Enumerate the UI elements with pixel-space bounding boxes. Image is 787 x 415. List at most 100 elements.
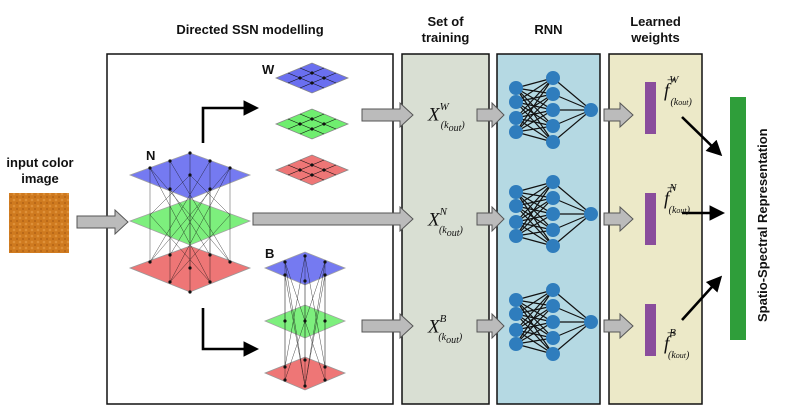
rnn-edge [552, 181, 592, 215]
rnn-edge [515, 289, 554, 315]
f-subsub: out [678, 98, 689, 108]
rnn-edge [515, 289, 554, 345]
f-base: f [664, 333, 670, 355]
rnn-node [546, 315, 560, 329]
f-subsub: out [676, 206, 687, 216]
x-base: X [428, 104, 440, 126]
rnn-node [584, 315, 598, 329]
f-subsub: out [675, 351, 687, 361]
rnn-edge [515, 299, 554, 323]
rnn-node [509, 81, 523, 95]
x-subsub: out [446, 335, 459, 347]
input-image [9, 193, 69, 253]
f-sup: N [669, 182, 677, 194]
rnn-edge [515, 93, 554, 133]
rnn-edge [552, 109, 592, 143]
graph-w [274, 62, 350, 186]
rnn-node [509, 199, 523, 213]
f-sup: B [669, 327, 677, 339]
rnn-edge [515, 191, 554, 247]
rnn-edge [515, 87, 554, 111]
x-close: ) [458, 332, 463, 344]
training-x-w: XW (kout) [428, 100, 473, 135]
rnn-node [509, 95, 523, 109]
rnn-node [509, 125, 523, 139]
f-sub-wrap: (kout) [669, 205, 690, 216]
f-close: ) [686, 350, 690, 362]
f-base: f [664, 188, 670, 210]
x-subsub: out [448, 123, 462, 135]
rnn-node [546, 207, 560, 221]
training-x-b: XB (kout) [428, 312, 470, 347]
header-weights-text: Learned weights [630, 14, 681, 45]
rnn-edge [515, 213, 554, 237]
weight-bar-w [645, 82, 656, 134]
rnn-edge [515, 87, 554, 143]
graph-label-b: B [265, 246, 275, 261]
header-modelling: Directed SSN modelling [176, 22, 324, 37]
rnn-node [509, 185, 523, 199]
rnn-node [546, 223, 560, 237]
x-sup: N [439, 206, 447, 218]
rnn-edge [515, 77, 554, 103]
rnn-node [584, 207, 598, 221]
input-label-line2: image [21, 171, 59, 186]
x-base: X [428, 316, 440, 338]
header-training-text: Set of training [421, 14, 470, 45]
rnn-node [546, 103, 560, 117]
rnn-node [509, 293, 523, 307]
rnn-node [546, 87, 560, 101]
rnn-edge [515, 181, 554, 237]
rnn-edge [515, 299, 554, 339]
arrow-rnn-fw [603, 101, 634, 129]
x-sub: (k [438, 332, 447, 344]
output-bar [730, 97, 746, 340]
arrow-rnn-fn [603, 205, 634, 233]
output-label: Spatio-Spectral Representation [755, 128, 770, 322]
rnn-node [509, 307, 523, 321]
graph-label-w: W [262, 62, 275, 77]
f-close: ) [688, 97, 692, 109]
weight-bar-n [645, 193, 656, 245]
arrow-to-xn [252, 205, 414, 233]
elbow-arrow-b [201, 308, 260, 357]
rnn-node [546, 239, 560, 253]
weight-f-w: → fW (kout) [664, 70, 700, 108]
f-arrow: → [665, 70, 678, 85]
arrow-rnn-fb [603, 312, 634, 340]
rnn-network [509, 283, 598, 361]
rnn-edge [515, 191, 554, 231]
x-sup: B [439, 313, 447, 325]
arrow-to-xw [361, 101, 414, 129]
rnn-edge [515, 299, 554, 355]
f-sub: (k [668, 350, 676, 362]
header-training: Set of training [402, 14, 489, 46]
x-sup: W [439, 101, 449, 113]
rnn-node [509, 215, 523, 229]
x-subsub: out [446, 228, 460, 240]
rnn-edge [515, 305, 554, 345]
x-base: X [428, 209, 440, 231]
training-x-n: XN (kout) [428, 205, 471, 240]
arrow-to-xb [361, 312, 414, 340]
f-sub-wrap: (kout) [670, 97, 691, 108]
rnn-edge [515, 321, 554, 345]
rnn-edge [515, 77, 554, 133]
header-weights: Learned weights [609, 14, 702, 46]
x-sub: (k [440, 120, 449, 132]
f-sub-wrap: (kout) [668, 350, 689, 361]
rnn-network [509, 175, 598, 253]
rnn-edge [552, 289, 592, 323]
rnn-node [509, 337, 523, 351]
weight-f-n: → fN (kout) [664, 178, 698, 216]
f-sup: W [669, 74, 679, 86]
f-arrow: → [665, 178, 678, 193]
x-close: ) [461, 120, 465, 132]
rnn-node [509, 323, 523, 337]
arrow-fw-out [681, 116, 723, 157]
arrow-xn-rnn [476, 205, 505, 233]
f-sub: (k [670, 97, 679, 109]
rnn-node [546, 299, 560, 313]
f-close: ) [686, 205, 690, 217]
rnn-node [546, 331, 560, 345]
